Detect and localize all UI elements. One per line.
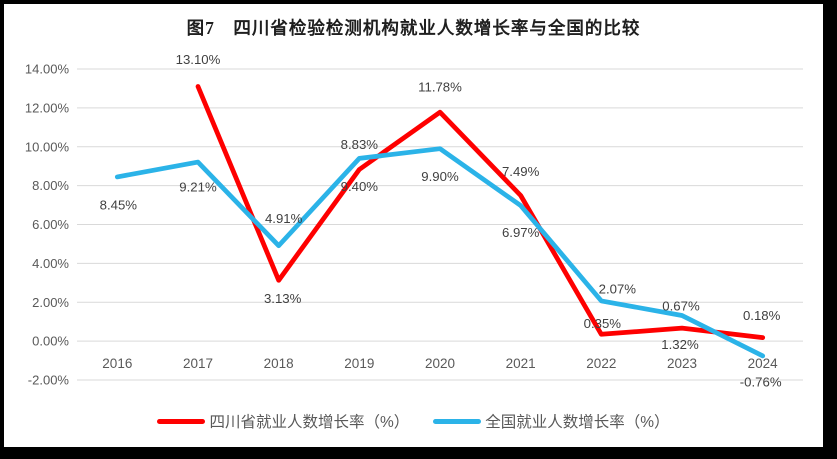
data-label-sichuan-2024: 0.18% xyxy=(743,308,781,323)
data-label-sichuan-2021: 7.49% xyxy=(502,164,540,179)
legend-item-national: 全国就业人数增长率（%） xyxy=(433,410,670,432)
y-axis-tick-label: 14.00% xyxy=(25,62,70,77)
chart-title: 图7 四川省检验检测机构就业人数增长率与全国的比较 xyxy=(186,18,641,38)
y-axis-tick-label: 8.00% xyxy=(32,178,69,193)
data-label-national-2023: 1.32% xyxy=(661,337,699,352)
data-label-national-2016: 8.45% xyxy=(100,197,138,212)
x-axis-category-label: 2022 xyxy=(586,356,616,371)
y-axis-tick-label: 12.00% xyxy=(25,100,70,115)
x-axis-category-label: 2017 xyxy=(183,356,213,371)
data-label-national-2017: 9.21% xyxy=(179,180,217,195)
y-axis-tick-label: 6.00% xyxy=(32,217,69,232)
legend-label-national: 全国就业人数增长率（%） xyxy=(485,414,670,431)
chart-canvas: 14.00% 12.00% 10.00% 8.00% 6.00% 4.00% 2.00% 0.… xyxy=(4,4,823,447)
data-label-sichuan-2018: 3.13% xyxy=(264,291,302,306)
data-label-national-2022: 2.07% xyxy=(599,281,637,296)
x-axis-category-label: 2024 xyxy=(748,356,779,371)
data-label-sichuan-2023: 0.67% xyxy=(662,299,700,314)
x-axis-category-label: 2023 xyxy=(667,356,697,371)
legend-label-sichuan: 四川省就业人数增长率（%） xyxy=(209,414,410,431)
data-label-sichuan-2022: 0.35% xyxy=(584,316,622,331)
x-axis-category-label: 2019 xyxy=(344,356,374,371)
legend-swatch-national-line xyxy=(433,418,482,424)
data-label-national-2019: 9.40% xyxy=(341,179,379,194)
legend-item-sichuan: 四川省就业人数增长率（%） xyxy=(157,410,409,432)
data-label-national-2024: -0.76% xyxy=(740,374,782,389)
x-axis-category-label: 2018 xyxy=(264,356,294,371)
data-label-national-2020: 9.90% xyxy=(421,169,459,184)
data-label-sichuan-2017: 13.10% xyxy=(176,52,221,67)
y-axis-tick-label: 10.00% xyxy=(25,139,70,154)
x-axis-category-label: 2016 xyxy=(102,356,132,371)
x-axis-category-label: 2020 xyxy=(425,356,455,371)
y-axis-tick-label: 0.00% xyxy=(32,334,69,349)
x-axis-category-label: 2021 xyxy=(506,356,536,371)
data-label-sichuan-2020: 11.78% xyxy=(418,80,462,95)
plot-area: 14.00% 12.00% 10.00% 8.00% 6.00% 4.00% 2.00% 0.… xyxy=(25,52,803,389)
y-axis-tick-label: 2.00% xyxy=(32,295,69,310)
y-axis-tick-label: -2.00% xyxy=(28,373,70,388)
y-axis-tick-label: 4.00% xyxy=(32,256,69,271)
data-label-national-2018: 4.91% xyxy=(265,211,303,226)
data-label-sichuan-2019: 8.83% xyxy=(341,137,379,152)
series-line-sichuan xyxy=(195,84,766,340)
data-label-national-2021: 6.97% xyxy=(502,225,540,240)
series-line-national xyxy=(114,146,766,359)
legend-swatch-sichuan-line xyxy=(157,418,206,424)
legend: 四川省就业人数增长率（%） 全国就业人数增长率（%） xyxy=(4,410,823,432)
